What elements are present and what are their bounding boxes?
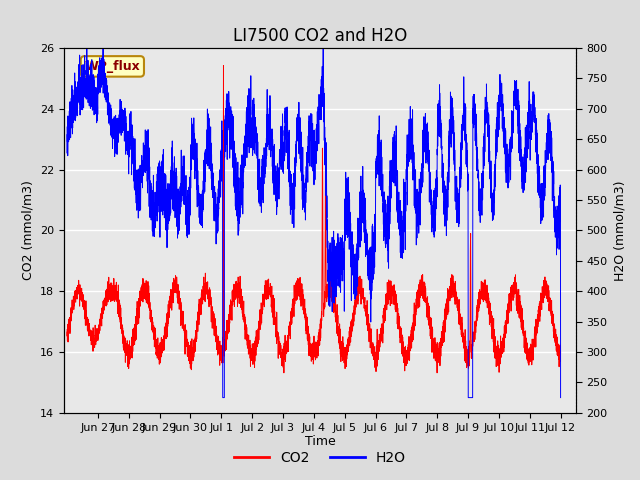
Text: WP_flux: WP_flux (84, 60, 140, 73)
X-axis label: Time: Time (305, 435, 335, 448)
Title: LI7500 CO2 and H2O: LI7500 CO2 and H2O (233, 27, 407, 45)
Y-axis label: H2O (mmol/m3): H2O (mmol/m3) (613, 180, 626, 281)
Legend: CO2, H2O: CO2, H2O (228, 445, 412, 471)
Y-axis label: CO2 (mmol/m3): CO2 (mmol/m3) (22, 180, 35, 280)
